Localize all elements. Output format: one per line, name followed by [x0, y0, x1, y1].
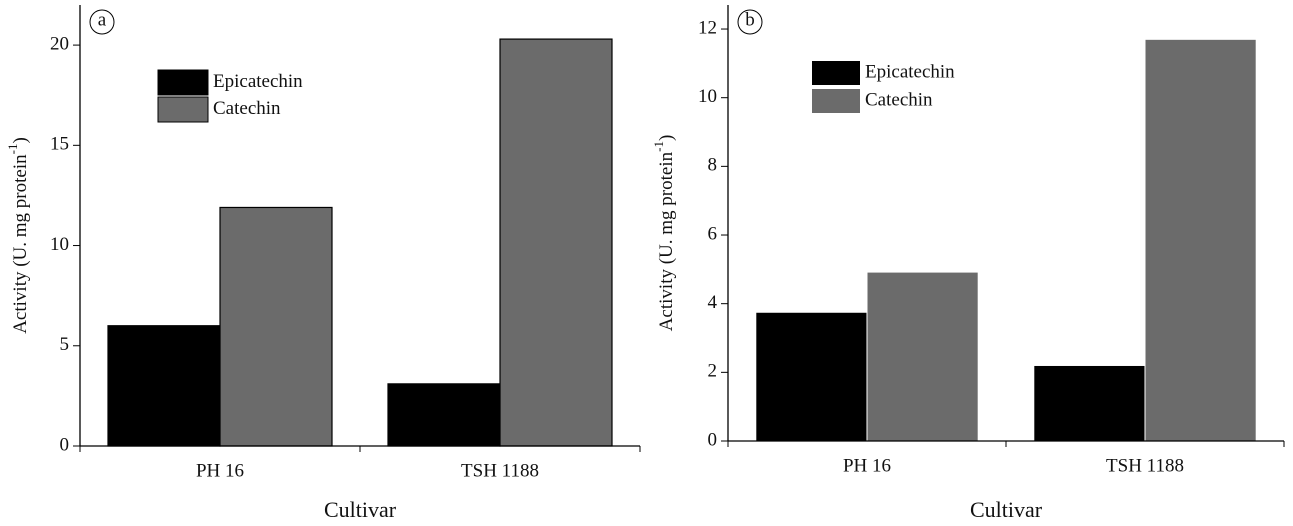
bar	[866, 271, 979, 442]
legend-label: Catechin	[213, 98, 281, 119]
y-tick-label: 5	[60, 334, 70, 355]
bar	[1033, 364, 1146, 442]
panel-label-circle	[737, 9, 763, 35]
legend-label: Catechin	[865, 89, 933, 110]
y-tick-label: 20	[50, 33, 69, 54]
y-axis-title-end: )	[656, 135, 677, 141]
bar	[499, 38, 613, 447]
y-tick-label: 12	[698, 17, 717, 38]
y-axis-title-sup: -1	[5, 144, 20, 155]
y-tick-label: 6	[708, 223, 718, 244]
legend-label: Epicatechin	[865, 61, 955, 82]
x-tick-label: TSH 1188	[461, 460, 539, 481]
y-axis-title: Activity (U. mg protein-1)	[5, 137, 31, 334]
legend-swatch	[812, 61, 860, 85]
x-axis-title: Cultivar	[970, 497, 1043, 522]
bar	[219, 206, 333, 447]
bar	[387, 383, 501, 447]
y-tick-label: 0	[708, 429, 718, 450]
panel-label: a	[98, 9, 107, 30]
y-tick-label: 2	[708, 361, 718, 382]
y-tick-label: 10	[50, 234, 69, 255]
y-axis-title-end: )	[10, 137, 31, 143]
y-tick-label: 10	[698, 86, 717, 107]
y-tick-label: 8	[708, 155, 718, 176]
x-axis-title: Cultivar	[324, 497, 397, 522]
bar	[1144, 38, 1257, 442]
y-axis-title: Activity (U. mg protein-1)	[651, 135, 677, 332]
panel-label: b	[745, 9, 755, 30]
y-tick-label: 4	[708, 292, 718, 313]
x-tick-label: PH 16	[196, 460, 244, 481]
bar	[755, 311, 868, 442]
legend-swatch	[157, 69, 209, 96]
x-tick-label: TSH 1188	[1106, 455, 1184, 476]
legend-swatch	[812, 89, 860, 113]
y-axis-title-main: Activity (U. mg protein	[10, 154, 31, 334]
bar	[107, 325, 221, 447]
y-axis-title-sup: -1	[651, 141, 666, 152]
y-tick-label: 0	[60, 434, 70, 455]
y-axis-title-main: Activity (U. mg protein	[656, 151, 677, 331]
panel-label-circle	[89, 9, 115, 35]
x-tick-label: PH 16	[843, 455, 891, 476]
legend-swatch	[157, 96, 209, 123]
y-tick-label: 15	[50, 134, 69, 155]
legend-label: Epicatechin	[213, 71, 303, 92]
